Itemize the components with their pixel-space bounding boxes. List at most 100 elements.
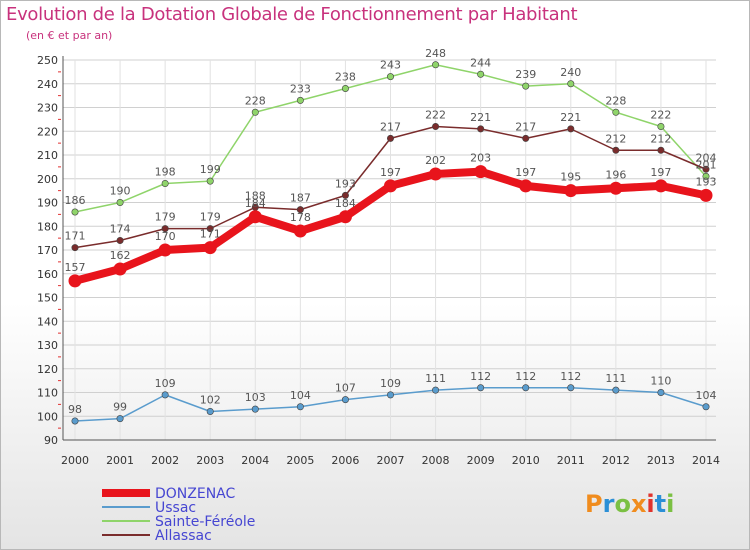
data-label: 186: [65, 194, 86, 207]
data-point: [203, 241, 217, 255]
data-point: [68, 274, 82, 288]
data-point: [429, 167, 443, 181]
data-point: [341, 191, 349, 199]
data-label: 233: [290, 82, 311, 95]
data-label: 197: [650, 166, 671, 179]
data-label: 109: [155, 377, 176, 390]
data-label: 239: [515, 68, 536, 81]
data-point: [161, 180, 169, 188]
data-label: 217: [380, 120, 401, 133]
data-label: 193: [335, 177, 356, 190]
y-tick-label: 110: [37, 387, 58, 400]
data-label: 198: [155, 166, 176, 179]
data-label: 190: [110, 185, 131, 198]
data-label: 221: [470, 111, 491, 124]
y-tick-label: 160: [37, 268, 58, 281]
x-tick-label: 2008: [422, 454, 450, 467]
data-label: 104: [290, 389, 311, 402]
data-point: [657, 146, 665, 154]
data-label: 179: [200, 211, 221, 224]
data-point: [567, 384, 575, 392]
data-label: 171: [65, 230, 86, 243]
data-label: 217: [515, 120, 536, 133]
data-label: 170: [155, 230, 176, 243]
data-point: [161, 391, 169, 399]
data-label: 240: [560, 66, 581, 79]
data-point: [657, 388, 665, 396]
data-point: [158, 243, 172, 257]
data-label: 112: [560, 370, 581, 383]
y-tick-label: 140: [37, 315, 58, 328]
data-point: [564, 184, 578, 198]
data-point: [248, 210, 262, 224]
data-point: [113, 262, 127, 276]
data-point: [522, 384, 530, 392]
data-point: [341, 396, 349, 404]
data-label: 244: [470, 56, 491, 69]
data-point: [116, 237, 124, 245]
data-point: [386, 134, 394, 142]
x-tick-label: 2004: [241, 454, 269, 467]
x-tick-label: 2002: [151, 454, 179, 467]
data-label: 157: [65, 261, 86, 274]
data-point: [612, 146, 620, 154]
data-label: 193: [696, 175, 717, 188]
data-point: [296, 403, 304, 411]
data-label: 212: [605, 132, 626, 145]
x-tick-label: 2009: [467, 454, 495, 467]
data-point: [522, 82, 530, 90]
y-tick-label: 90: [44, 434, 58, 447]
data-point: [702, 165, 710, 173]
legend-label: Allassac: [155, 528, 212, 544]
data-label: 112: [515, 370, 536, 383]
data-label: 195: [560, 171, 581, 184]
data-label: 112: [470, 370, 491, 383]
data-label: 187: [290, 192, 311, 205]
y-tick-label: 170: [37, 244, 58, 257]
data-label: 107: [335, 382, 356, 395]
y-tick-label: 130: [37, 339, 58, 352]
y-tick-label: 250: [37, 54, 58, 67]
data-point: [251, 108, 259, 116]
data-point: [338, 210, 352, 224]
x-tick-label: 2014: [692, 454, 720, 467]
data-label: 197: [515, 166, 536, 179]
data-point: [71, 208, 79, 216]
x-tick-label: 2003: [196, 454, 224, 467]
data-point: [519, 179, 533, 193]
data-point: [296, 206, 304, 214]
data-point: [567, 80, 575, 88]
data-point: [522, 134, 530, 142]
data-label: 179: [155, 211, 176, 224]
data-label: 203: [470, 152, 491, 165]
data-label: 111: [605, 372, 626, 385]
data-point: [384, 179, 397, 193]
x-tick-label: 2012: [602, 454, 630, 467]
data-point: [477, 125, 485, 133]
data-point: [612, 386, 620, 394]
data-point: [432, 61, 440, 69]
axes: 9010011012013014015016017018019020021022…: [37, 54, 720, 467]
y-tick-label: 230: [37, 102, 58, 115]
data-label: 162: [110, 249, 131, 262]
y-tick-label: 150: [37, 292, 58, 305]
data-point: [71, 244, 79, 252]
data-point: [654, 179, 668, 193]
data-point: [386, 391, 394, 399]
data-label: 228: [245, 94, 266, 107]
data-point: [116, 415, 124, 423]
x-tick-label: 2011: [557, 454, 585, 467]
data-label: 110: [650, 375, 671, 388]
data-point: [161, 225, 169, 233]
series-layer: [68, 61, 713, 425]
y-tick-label: 200: [37, 173, 58, 186]
data-point: [71, 417, 79, 425]
y-tick-label: 120: [37, 363, 58, 376]
data-label: 221: [560, 111, 581, 124]
legend-label: DONZENAC: [155, 486, 236, 502]
data-label: 204: [696, 151, 717, 164]
data-label: 228: [605, 94, 626, 107]
data-label: 178: [290, 211, 311, 224]
data-point: [432, 123, 440, 131]
